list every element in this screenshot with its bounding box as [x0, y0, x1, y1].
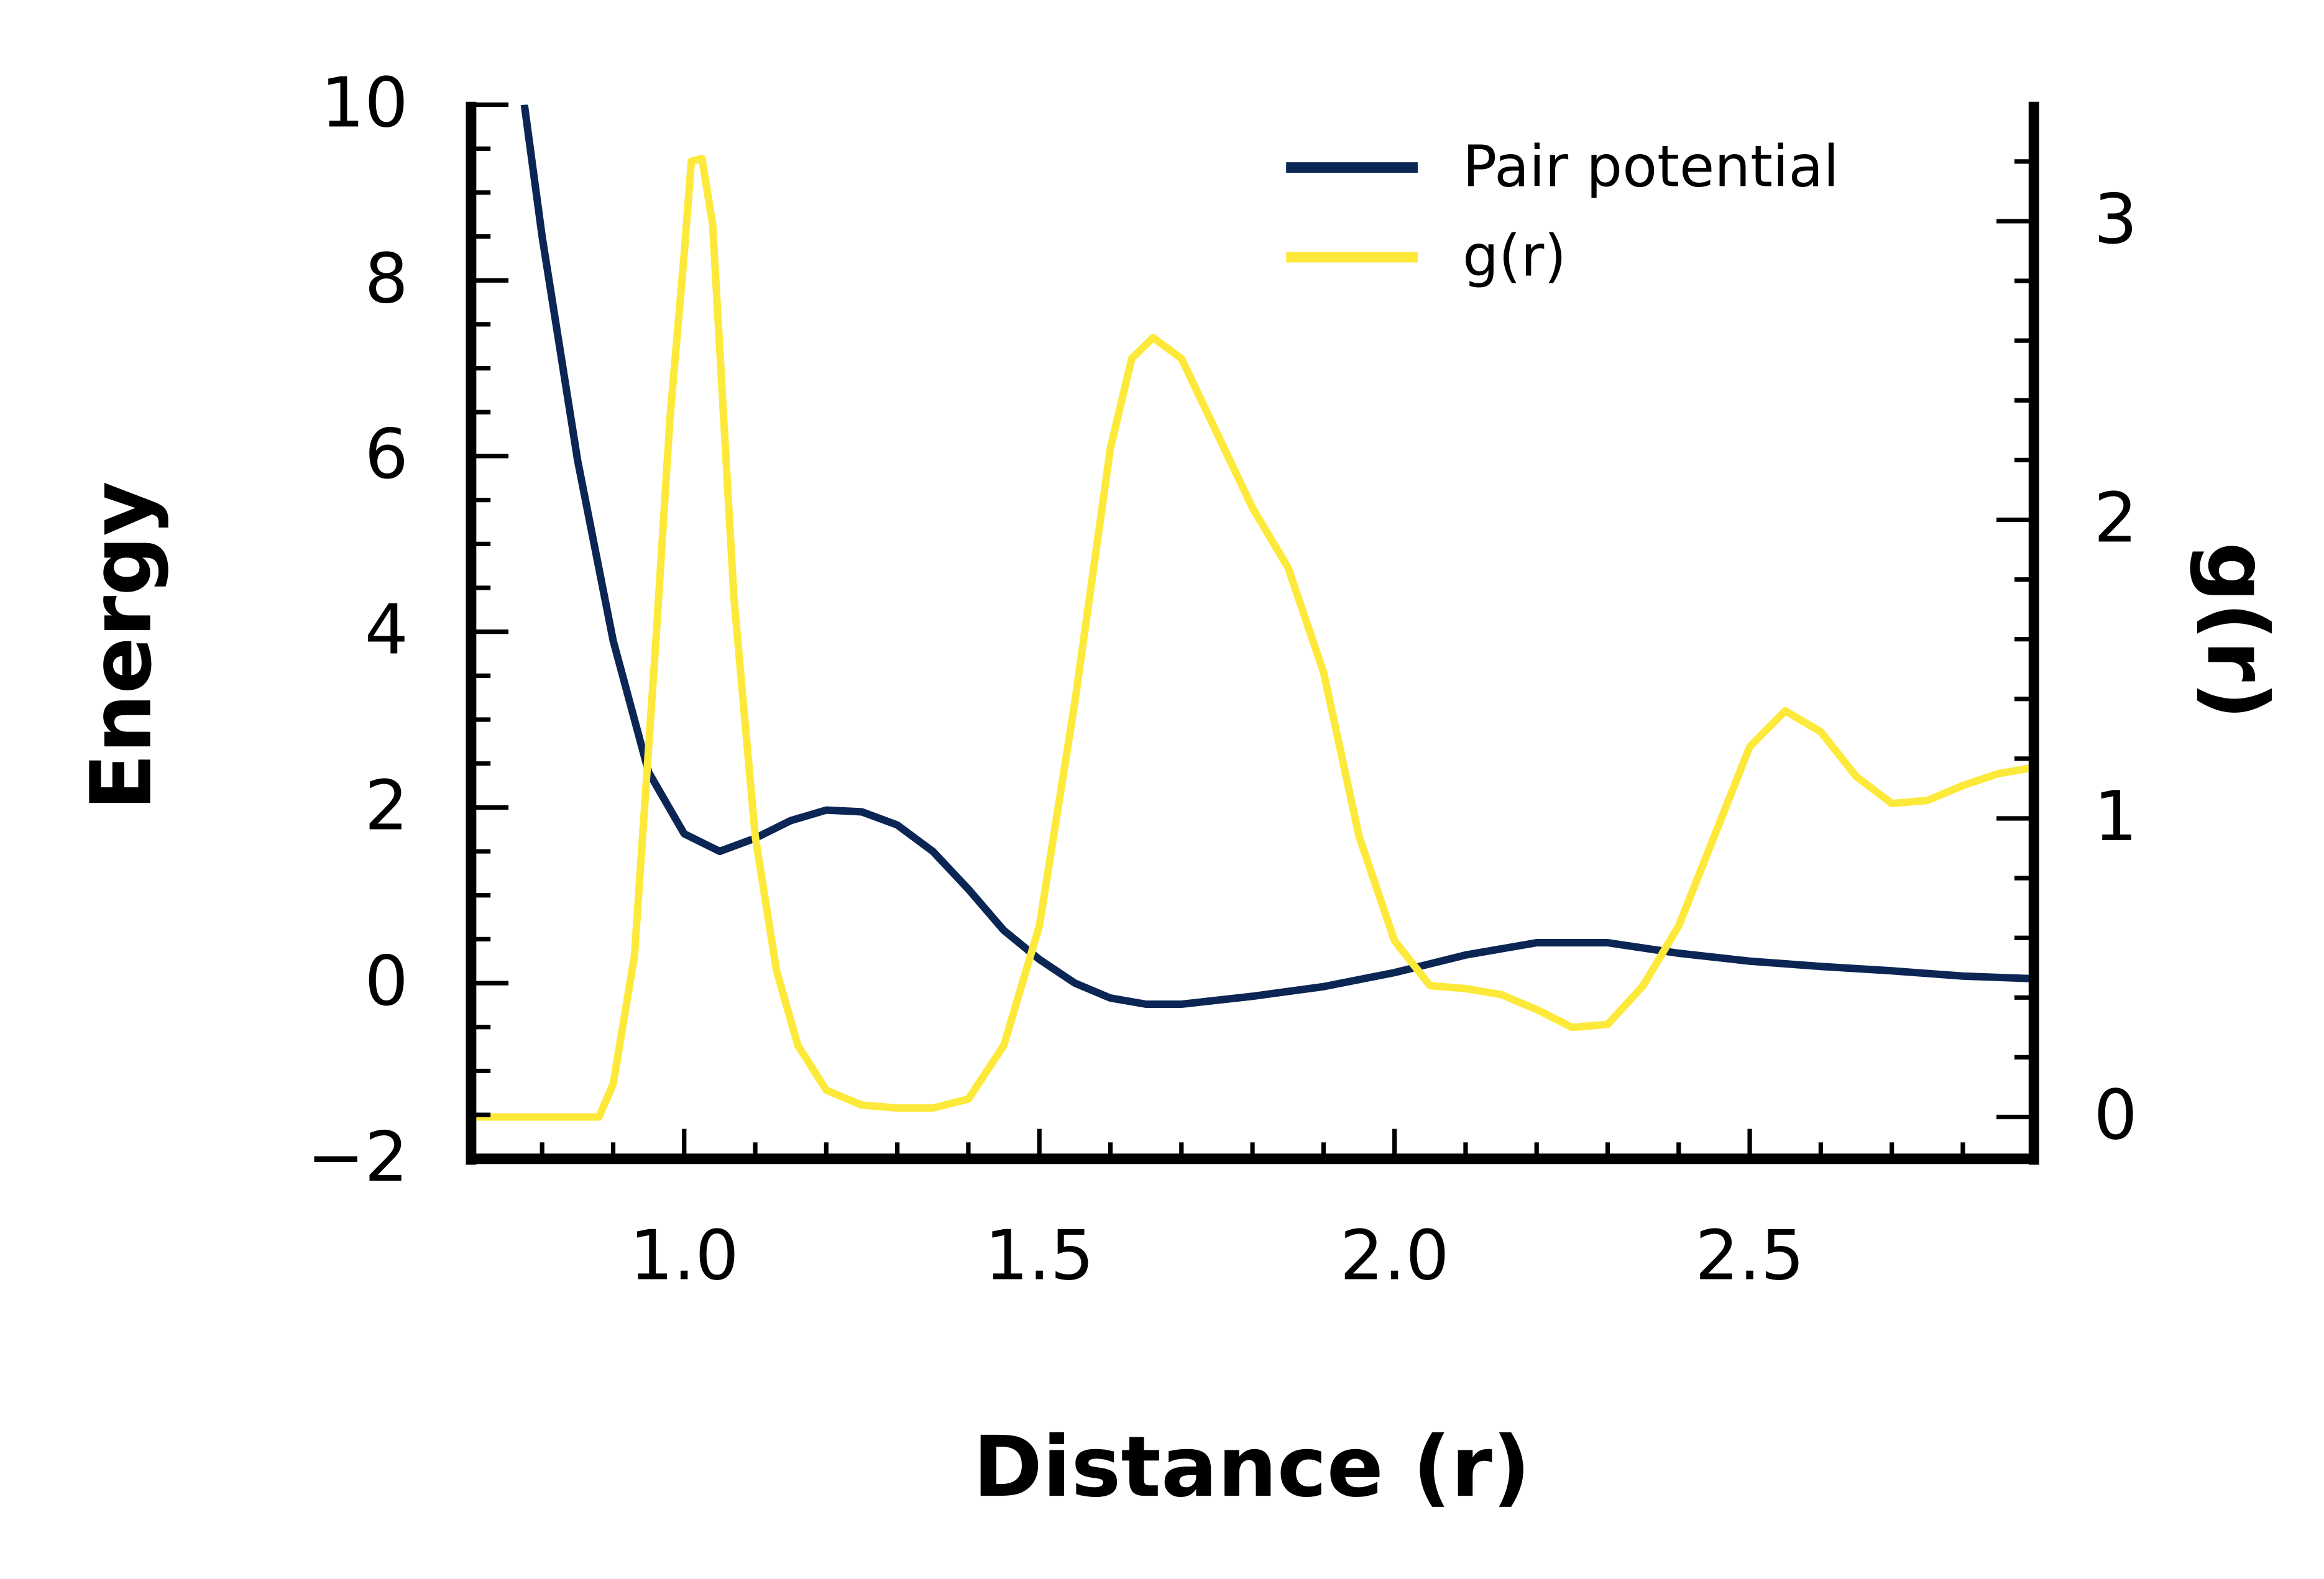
legend-label: Pair potential [1463, 133, 1839, 199]
y-tick-label: 6 [364, 414, 408, 495]
series-line [471, 155, 2034, 1121]
y2-tick-label: 0 [2093, 1076, 2137, 1156]
x-tick-label: 1.0 [630, 1216, 739, 1296]
y-tick-label: −2 [307, 1117, 408, 1197]
y-tick-label: 10 [321, 63, 408, 144]
y-tick-label: 2 [364, 766, 408, 846]
x-tick-label: 2.5 [1695, 1216, 1804, 1296]
y-tick-label: 0 [364, 941, 408, 1022]
x-axis-label: Distance (r) [973, 1418, 1530, 1516]
y-axis-label: Energy [73, 482, 170, 811]
plot-area [471, 104, 2034, 1121]
y-tick-label: 8 [364, 239, 408, 319]
y2-axis-label: g(r) [2189, 542, 2286, 720]
y2-tick-label: 1 [2093, 777, 2137, 857]
x-tick-label: 1.5 [985, 1216, 1094, 1296]
y2-tick-label: 3 [2093, 180, 2137, 260]
y2-tick-label: 2 [2093, 478, 2137, 559]
x-tick-label: 2.0 [1340, 1216, 1449, 1296]
y-tick-label: 4 [364, 590, 408, 671]
legend-label: g(r) [1463, 223, 1566, 290]
